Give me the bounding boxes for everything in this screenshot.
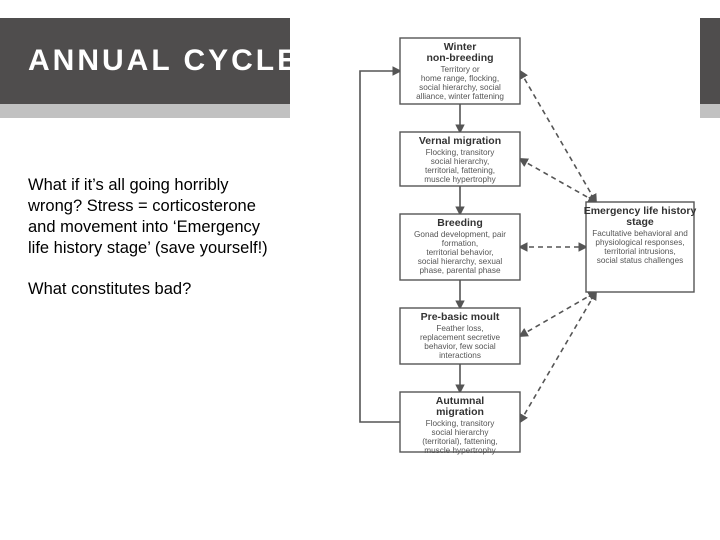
svg-text:Flocking, transitory: Flocking, transitory — [426, 148, 496, 157]
node-autumnal: AutumnalmigrationFlocking, transitorysoc… — [400, 392, 520, 455]
svg-text:migration: migration — [436, 406, 484, 418]
dash-vernal-emergency — [520, 159, 596, 202]
node-moult: Pre-basic moultFeather loss,replacement … — [400, 308, 520, 364]
slide: ANNUAL CYCLES What if it’s all going hor… — [0, 0, 720, 540]
svg-text:muscle hypertrophy: muscle hypertrophy — [424, 446, 496, 455]
svg-text:interactions: interactions — [439, 351, 481, 360]
svg-text:non-breeding: non-breeding — [426, 52, 493, 64]
svg-text:Feather loss,: Feather loss, — [436, 324, 483, 333]
svg-text:social hierarchy: social hierarchy — [432, 428, 490, 437]
svg-text:Territory or: Territory or — [440, 65, 479, 74]
svg-text:territorial behavior,: territorial behavior, — [426, 248, 493, 257]
node-vernal: Vernal migrationFlocking, transitorysoci… — [400, 132, 520, 186]
node-emergency: Emergency life historystageFacultative b… — [584, 202, 697, 292]
svg-text:social status challenges: social status challenges — [597, 256, 683, 265]
node-winter: Winternon-breedingTerritory orhome range… — [400, 38, 520, 104]
body-text: What if it’s all going horribly wrong? S… — [28, 175, 278, 301]
feedback-arrow — [360, 71, 400, 422]
svg-text:phase, parental phase: phase, parental phase — [419, 266, 500, 275]
svg-text:alliance, winter fattening: alliance, winter fattening — [416, 92, 504, 101]
svg-text:territorial, fattening,: territorial, fattening, — [425, 166, 495, 175]
svg-text:social hierarchy,: social hierarchy, — [431, 157, 490, 166]
svg-text:(territorial), fattening,: (territorial), fattening, — [422, 437, 498, 446]
svg-text:Flocking, transitory: Flocking, transitory — [426, 419, 496, 428]
diagram-svg: Winternon-breedingTerritory orhome range… — [290, 10, 700, 530]
svg-text:social hierarchy, social: social hierarchy, social — [419, 83, 501, 92]
svg-text:physiological responses,: physiological responses, — [595, 238, 684, 247]
annual-cycle-diagram: Winternon-breedingTerritory orhome range… — [290, 10, 700, 530]
svg-text:territorial intrusions,: territorial intrusions, — [604, 247, 675, 256]
svg-text:Breeding: Breeding — [437, 217, 483, 229]
svg-text:social hierarchy, sexual: social hierarchy, sexual — [418, 257, 503, 266]
svg-text:behavior, few social: behavior, few social — [424, 342, 496, 351]
svg-text:replacement secretive: replacement secretive — [420, 333, 501, 342]
svg-text:home range, flocking,: home range, flocking, — [421, 74, 499, 83]
svg-text:Gonad development, pair: Gonad development, pair — [414, 230, 506, 239]
svg-text:Facultative behavioral and: Facultative behavioral and — [592, 229, 688, 238]
svg-text:Pre-basic moult: Pre-basic moult — [421, 311, 500, 323]
paragraph-1: What if it’s all going horribly wrong? S… — [28, 175, 278, 259]
svg-text:Vernal migration: Vernal migration — [419, 135, 501, 147]
svg-text:stage: stage — [626, 216, 654, 228]
svg-text:muscle hypertrophy: muscle hypertrophy — [424, 175, 496, 184]
dash-winter-emergency — [520, 71, 596, 202]
dash-moult-emergency — [520, 292, 596, 336]
dash-autumnal-emergency — [520, 292, 596, 422]
paragraph-2: What constitutes bad? — [28, 279, 278, 300]
svg-text:formation,: formation, — [442, 239, 478, 248]
node-breeding: BreedingGonad development, pairformation… — [400, 214, 520, 280]
